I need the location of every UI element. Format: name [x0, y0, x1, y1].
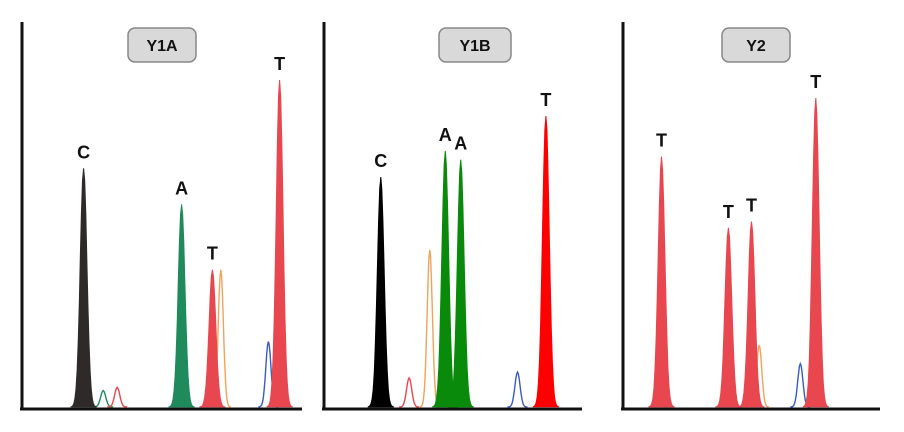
peak-layer — [70, 79, 293, 408]
peak-label-layer: C A A T — [374, 90, 551, 171]
peak-label: A — [439, 125, 452, 145]
peak-label: T — [207, 244, 218, 264]
peak-layer — [367, 115, 560, 408]
panel-title-text: Y2 — [746, 38, 766, 55]
peak-t — [715, 227, 742, 408]
peak-label: T — [656, 131, 667, 151]
panel-title-text: Y1A — [146, 38, 178, 55]
panel-y1b: C A A T Y1B — [322, 22, 582, 411]
peak-t — [532, 115, 560, 408]
trace-line — [107, 386, 128, 408]
peak-a — [447, 159, 474, 408]
panel-title-text: Y1B — [459, 38, 490, 55]
peak-label: C — [374, 151, 387, 171]
peak-c — [70, 168, 97, 408]
trace-line — [419, 249, 440, 408]
trace-line — [399, 376, 420, 408]
peak-label-layer: C A T T — [77, 54, 285, 264]
peak-label: T — [540, 90, 551, 110]
peak-t — [199, 269, 226, 408]
peak-label: C — [77, 142, 90, 162]
peak-label: T — [746, 196, 757, 216]
peak-label: T — [810, 72, 821, 92]
peak-label-layer: TT TT — [656, 72, 821, 222]
panel-y2: TT TT Y2 — [621, 22, 880, 411]
peak-label: A — [175, 178, 188, 198]
peak-t — [738, 221, 765, 408]
panel-title: Y1B — [438, 27, 512, 63]
peak-t — [266, 79, 293, 408]
panel-y1a: C A T T Y1A — [20, 22, 302, 411]
peak-t — [802, 97, 829, 408]
peak-c — [367, 177, 394, 408]
panel-title: Y1A — [127, 27, 197, 63]
peak-label: A — [454, 134, 467, 154]
peak-label: T — [274, 54, 285, 74]
trace-line — [507, 370, 528, 408]
peak-t — [648, 156, 675, 408]
panel-title: Y2 — [721, 27, 791, 63]
trace-line — [93, 389, 114, 408]
peak-layer — [648, 97, 829, 408]
peak-a — [168, 204, 195, 408]
peak-label: T — [723, 202, 734, 222]
